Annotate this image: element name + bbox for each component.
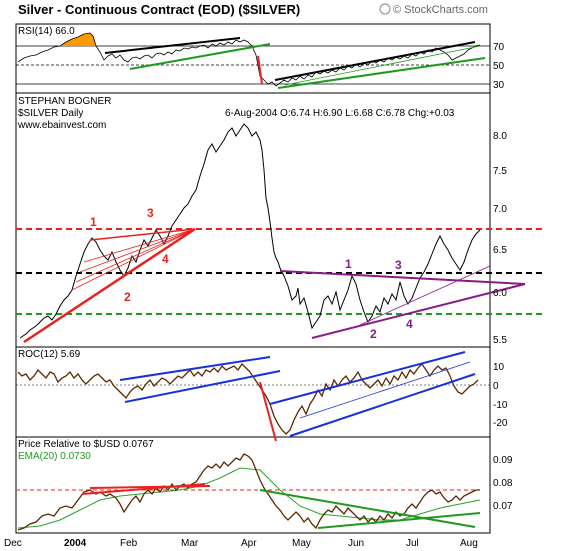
roc-red-trend xyxy=(259,381,277,442)
rsi-panel xyxy=(15,23,491,94)
roc-group: ROC(12) 5.69 10 0 -10 -20 xyxy=(16,349,508,442)
x-label-dec: Dec xyxy=(4,538,22,549)
roc-blue-1a xyxy=(119,356,271,381)
x-label-mar: Mar xyxy=(181,538,199,549)
roc-blue-2a xyxy=(269,351,466,405)
price-tick-8: 8.0 xyxy=(493,131,507,142)
rsi-group: RSI(14) 66.0 70 50 30 xyxy=(16,26,505,91)
relative-line xyxy=(17,453,480,531)
relative-green-up xyxy=(317,512,481,529)
ema-line xyxy=(17,467,481,529)
roc-label: ROC(12) 5.69 xyxy=(18,349,81,360)
x-label-apr: Apr xyxy=(241,538,257,549)
red-trendline-top xyxy=(89,228,196,241)
roc-panel xyxy=(15,346,491,438)
copyright-text: © StockCharts.com xyxy=(393,4,488,16)
annotation-purple-2: 2 xyxy=(370,327,377,341)
relative-green-down xyxy=(259,489,476,528)
relative-label: Price Relative to $USD 0.0767 xyxy=(18,439,154,450)
purple-trendline-bottom xyxy=(311,283,526,339)
price-group: STEPHAN BOGNER $SILVER Daily www.ebainve… xyxy=(16,96,542,346)
x-label-2004: 2004 xyxy=(64,538,87,549)
rsi-label: RSI(14) 66.0 xyxy=(18,26,75,37)
chart-title: Silver - Continuous Contract (EOD) ($SIL… xyxy=(18,2,300,17)
x-label-jun: Jun xyxy=(348,538,364,549)
roc-tick-10: 10 xyxy=(493,362,505,373)
relative-tick-007: 0.07 xyxy=(493,501,513,512)
relative-red-trend-top xyxy=(89,485,211,489)
x-label-aug: Aug xyxy=(460,538,478,549)
roc-tick-neg10: -10 xyxy=(493,400,508,411)
price-website: www.ebainvest.com xyxy=(17,120,106,131)
rsi-trend-black-1 xyxy=(104,37,241,54)
relative-tick-008: 0.08 xyxy=(493,478,513,489)
x-label-feb: Feb xyxy=(120,538,138,549)
roc-tick-0: 0 xyxy=(493,381,499,392)
annotation-red-3: 3 xyxy=(147,206,154,220)
price-tick-6-5: 6.5 xyxy=(493,245,507,256)
ema-label: EMA(20) 0.0730 xyxy=(18,451,91,462)
price-author: STEPHAN BOGNER xyxy=(18,96,111,107)
roc-tick-neg20: -20 xyxy=(493,418,508,429)
price-tick-5-5: 5.5 xyxy=(493,335,507,346)
purple-trendline-inner xyxy=(359,265,491,326)
price-quote: 6-Aug-2004 O:6.74 H:6.90 L:6.68 C:6.78 C… xyxy=(225,108,455,119)
price-symbol: $SILVER Daily xyxy=(18,108,83,119)
roc-blue-2b xyxy=(289,373,476,437)
red-fan-1 xyxy=(71,228,196,291)
rsi-trend-green-3 xyxy=(284,45,481,86)
annotation-red-4: 4 xyxy=(162,252,169,266)
rsi-tick-50: 50 xyxy=(493,61,505,72)
copyright-icon xyxy=(379,3,391,15)
rsi-trend-green-2 xyxy=(277,57,486,89)
roc-line xyxy=(17,362,479,435)
purple-trendline-top xyxy=(279,270,526,285)
relative-group: Price Relative to $USD 0.0767 EMA(20) 0.… xyxy=(16,439,513,531)
relative-tick-009: 0.09 xyxy=(493,455,513,466)
red-fan-4 xyxy=(83,228,196,263)
rsi-trend-black-2 xyxy=(274,41,476,81)
annotation-purple-4: 4 xyxy=(406,317,413,331)
x-label-jul: Jul xyxy=(406,538,419,549)
rsi-tick-70: 70 xyxy=(493,42,505,53)
annotation-purple-3: 3 xyxy=(395,258,402,272)
annotation-red-1: 1 xyxy=(90,215,97,229)
rsi-overbought-fill xyxy=(60,33,96,46)
price-tick-6: 6.0 xyxy=(493,288,507,299)
red-trendline-main xyxy=(23,227,196,344)
price-tick-7-5: 7.5 xyxy=(493,166,507,177)
price-tick-7: 7.0 xyxy=(493,204,507,215)
annotation-red-2: 2 xyxy=(124,290,131,304)
red-fan-3 xyxy=(79,228,196,273)
annotation-purple-1: 1 xyxy=(345,257,352,271)
copyright[interactable]: © StockCharts.com xyxy=(379,3,488,16)
red-fan-2 xyxy=(75,228,196,283)
rsi-tick-30: 30 xyxy=(493,80,505,91)
x-axis: Dec 2004 Feb Mar Apr May Jun Jul Aug xyxy=(4,538,478,549)
roc-blue-2c xyxy=(299,361,471,419)
price-panel xyxy=(15,92,491,348)
rsi-trend-green-1 xyxy=(129,43,271,70)
roc-blue-1b xyxy=(124,370,281,403)
x-label-may: May xyxy=(292,538,311,549)
rsi-trend-red xyxy=(257,55,263,85)
